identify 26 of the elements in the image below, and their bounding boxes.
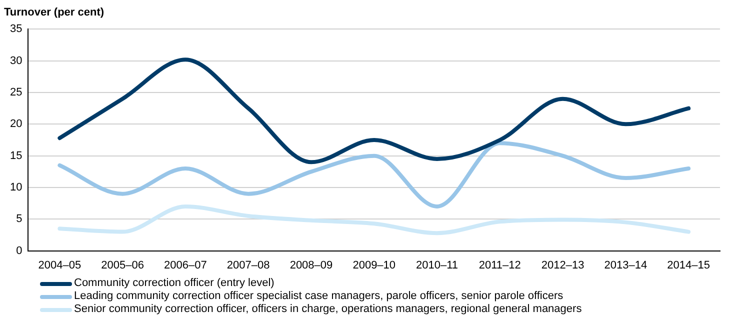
legend-label: Leading community correction officer specialist case managers, parole officers, senior parole officers: [74, 290, 564, 303]
y-tick-label: 10: [10, 182, 22, 194]
x-tick-label: 2006–07: [164, 259, 207, 272]
line-series: [58, 58, 691, 164]
x-tick-label: 2012–13: [541, 259, 584, 272]
y-tick-label: 5: [16, 213, 22, 226]
y-tick-label: 25: [10, 86, 22, 99]
legend-label: Senior community correction officer, officers in charge, operations managers, regional general managers: [74, 303, 582, 316]
y-tick-label: 15: [10, 150, 22, 162]
x-tick-label: 2013–14: [604, 259, 648, 272]
x-tick-label: 2011–12: [478, 259, 521, 272]
y-tick-label: 30: [10, 54, 22, 67]
x-tick-label: 2004–05: [38, 259, 82, 272]
line-series: [58, 141, 691, 208]
y-tick-label: 35: [10, 23, 22, 36]
y-tick-label: 20: [10, 118, 22, 130]
x-tick-label: 2009–10: [352, 259, 396, 272]
x-tick-label: 2008–09: [290, 259, 333, 272]
y-tick-label: 0: [16, 244, 22, 257]
legend-label: Community correction officer (entry level): [74, 277, 274, 290]
y-axis-title: Turnover (per cent): [4, 6, 104, 19]
x-tick-label: 2010–11: [416, 259, 458, 272]
x-tick-label: 2007–08: [226, 259, 270, 272]
x-tick-label: 2014–15: [667, 259, 710, 272]
x-tick-label: 2005–06: [101, 259, 144, 272]
line-series: [58, 204, 691, 236]
